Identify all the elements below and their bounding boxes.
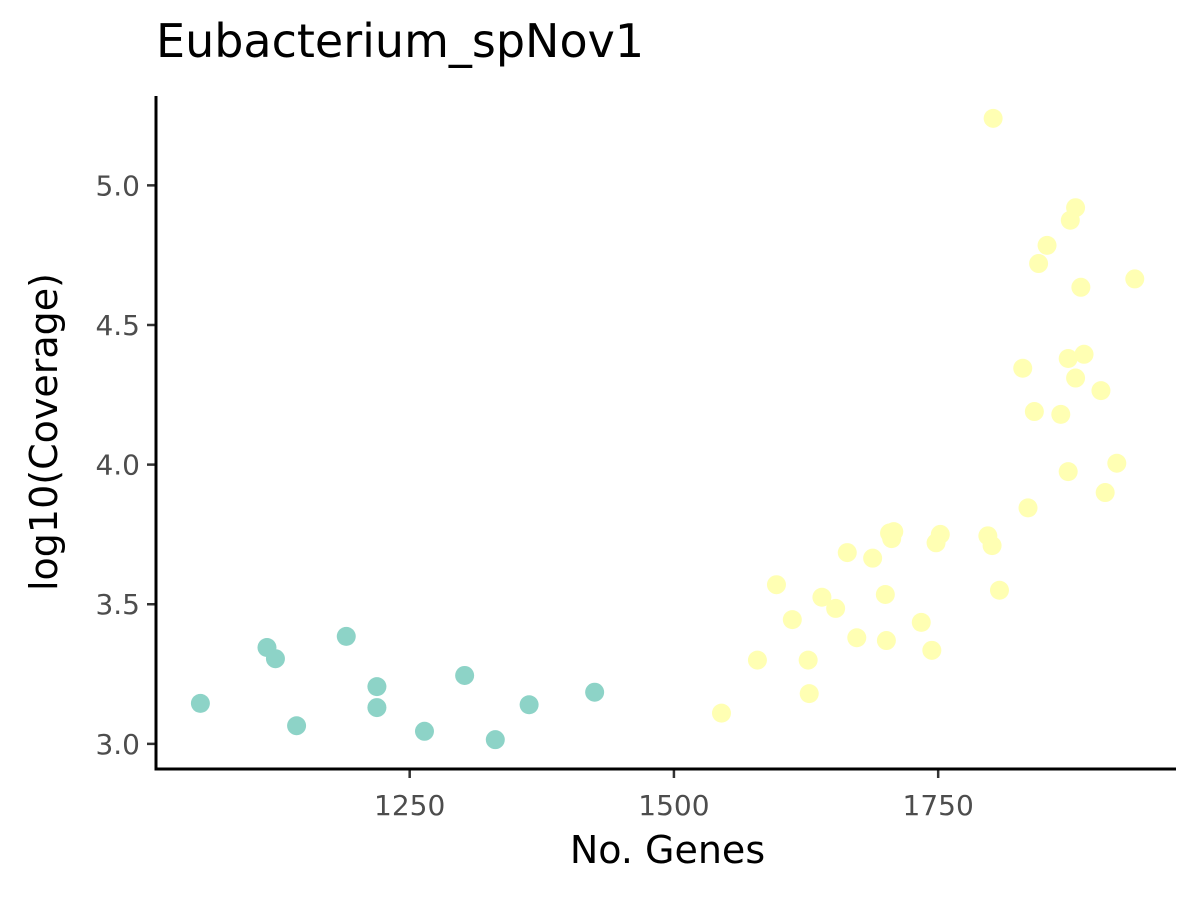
- scatter-point: [455, 665, 475, 685]
- y-tick-label: 3.0: [95, 728, 140, 761]
- scatter-point: [799, 684, 819, 704]
- points-layer: [190, 108, 1145, 750]
- scatter-point: [1066, 368, 1086, 388]
- scatter-point: [982, 536, 1002, 556]
- scatter-point: [930, 524, 950, 544]
- scatter-point: [414, 721, 434, 741]
- scatter-point: [922, 640, 942, 660]
- scatter-point: [911, 612, 931, 632]
- y-tick-label: 5.0: [95, 169, 140, 202]
- scatter-point: [837, 543, 857, 563]
- y-tick-label: 3.5: [95, 588, 140, 621]
- scatter-point: [1018, 498, 1038, 518]
- scatter-point: [812, 587, 832, 607]
- scatter-point: [1051, 404, 1071, 424]
- y-ticks: 3.0 3.5 4.0 4.5 5.0: [95, 169, 156, 761]
- scatter-point: [826, 598, 846, 618]
- scatter-point: [485, 730, 505, 750]
- y-tick-label: 4.5: [95, 309, 140, 342]
- scatter-point: [875, 584, 895, 604]
- scatter-point: [585, 682, 605, 702]
- scatter-point: [747, 650, 767, 670]
- scatter-point: [1066, 198, 1086, 218]
- x-tick-label: 1750: [903, 789, 974, 822]
- scatter-point: [1074, 344, 1094, 364]
- scatter-point: [1013, 358, 1033, 378]
- scatter-point: [1058, 462, 1078, 482]
- x-axis-label: No. Genes: [569, 828, 766, 872]
- scatter-point: [1125, 269, 1145, 289]
- scatter-point: [1095, 483, 1115, 503]
- scatter-point: [1037, 235, 1057, 255]
- scatter-point: [766, 575, 786, 595]
- scatter-point: [847, 628, 867, 648]
- scatter-point: [798, 650, 818, 670]
- scatter-point: [1029, 254, 1049, 274]
- scatter-point: [983, 108, 1003, 128]
- scatter-point: [336, 626, 356, 646]
- scatter-point: [287, 716, 307, 736]
- scatter-point: [519, 695, 539, 715]
- scatter-point: [1071, 277, 1091, 297]
- scatter-point: [863, 548, 883, 568]
- scatter-point: [1058, 348, 1078, 368]
- y-tick-label: 4.0: [95, 449, 140, 482]
- scatter-point: [367, 698, 387, 718]
- scatter-point: [711, 703, 731, 723]
- scatter-point: [265, 649, 285, 669]
- x-tick-label: 1250: [374, 789, 445, 822]
- scatter-point: [782, 610, 802, 630]
- x-ticks: 1250 1500 1750: [374, 769, 974, 822]
- scatter-point: [876, 631, 896, 651]
- scatter-point: [884, 522, 904, 542]
- scatter-point: [989, 580, 1009, 600]
- scatter-point: [1024, 402, 1044, 422]
- scatter-point: [1107, 453, 1127, 473]
- x-tick-label: 1500: [638, 789, 709, 822]
- chart-title: Eubacterium_spNov1: [156, 14, 645, 68]
- scatter-point: [1091, 381, 1111, 401]
- scatter-point: [367, 677, 387, 697]
- scatter-point: [190, 693, 210, 713]
